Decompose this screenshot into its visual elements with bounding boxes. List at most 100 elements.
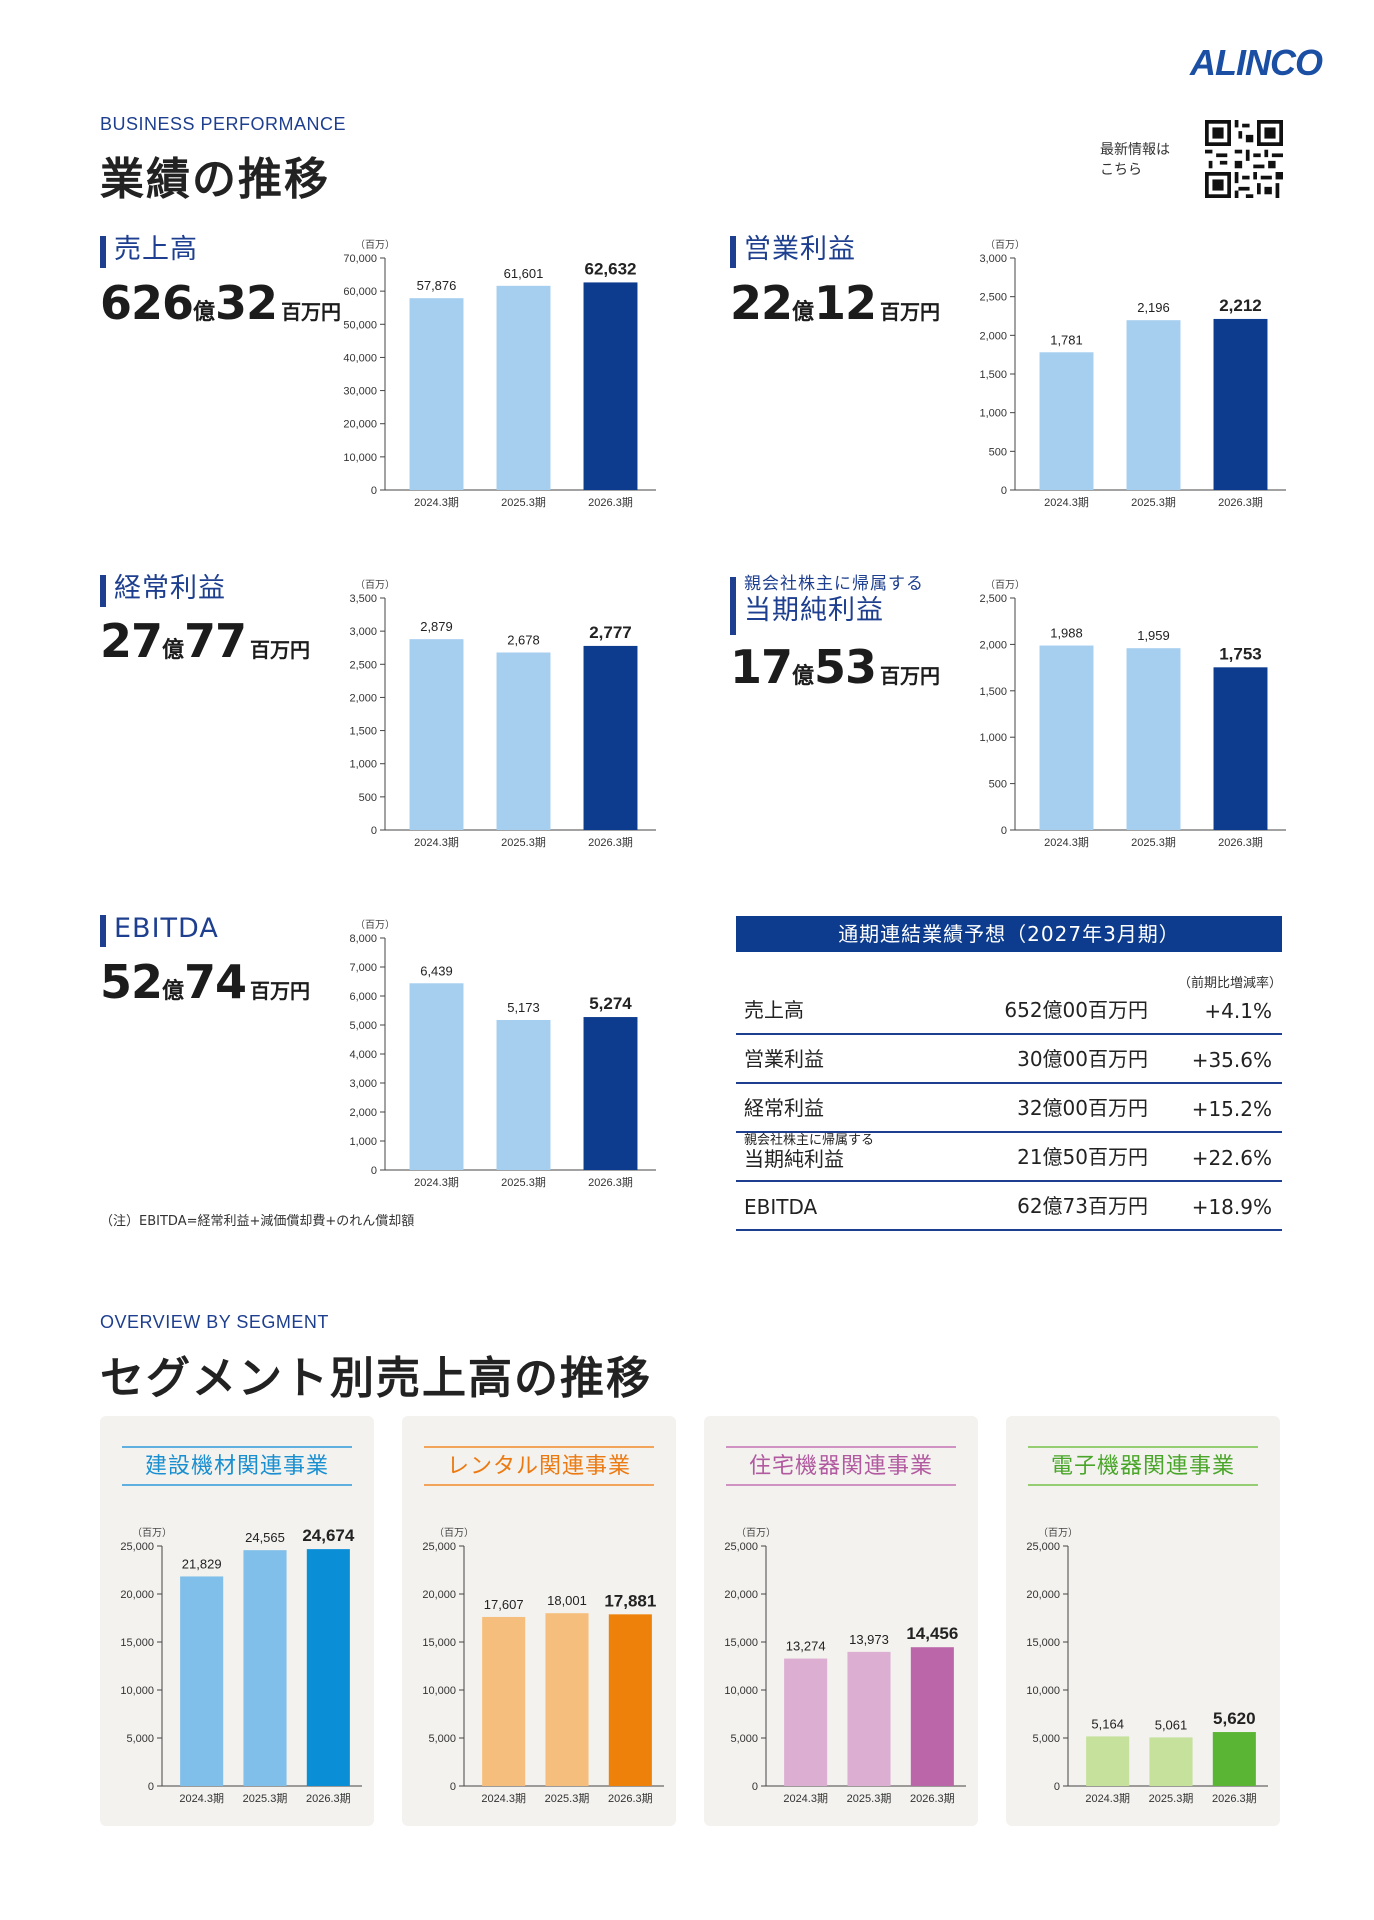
forecast-row: 親会社株主に帰属する 当期純利益 21億50百万円 +22.6%: [736, 1133, 1282, 1182]
x-category-label: 2026.3期: [910, 1792, 955, 1805]
segment-housing-bar-chart: （百万） 0 5,000 10,000 15,000 20,000 25,000 13,274…: [724, 1527, 966, 1805]
chart-unit-label: （百万）: [132, 1527, 172, 1539]
bar: [910, 1647, 954, 1786]
x-category-label: 2025.3期: [1131, 496, 1176, 509]
y-tick-label: 5,000: [730, 1733, 758, 1745]
bar: [1213, 667, 1268, 830]
bar-value-label: 24,674: [302, 1526, 355, 1545]
qr-code-icon[interactable]: [1205, 120, 1283, 198]
section-eyebrow: BUSINESS PERFORMANCE: [100, 114, 347, 134]
forecast-row-value: 62億73百万円: [1017, 1194, 1148, 1218]
y-tick-label: 3,000: [349, 1078, 377, 1090]
x-category-label: 2025.3期: [501, 496, 546, 509]
bar-value-label: 2,196: [1137, 300, 1170, 315]
bar-value-label: 2,777: [589, 623, 632, 642]
bar: [583, 282, 638, 490]
bar: [1213, 318, 1268, 490]
y-tick-label: 0: [371, 825, 377, 837]
y-tick-label: 20,000: [422, 1589, 456, 1601]
bar-value-label: 18,001: [547, 1593, 587, 1608]
y-tick-label: 3,000: [979, 253, 1007, 265]
bar: [409, 639, 464, 830]
bar: [545, 1613, 589, 1786]
bar: [1126, 320, 1181, 490]
x-category-label: 2025.3期: [501, 836, 546, 849]
y-tick-label: 500: [359, 792, 377, 804]
segment-card-electronics: 電子機器関連事業 （百万） 0 5,000 10,000 15,000 20,000 25,…: [1006, 1416, 1280, 1826]
kpi-label-operating-income: 営業利益: [730, 234, 856, 268]
bar: [243, 1550, 287, 1786]
bar-value-label: 5,620: [1213, 1709, 1256, 1728]
forecast-row-label: 親会社株主に帰属する 当期純利益: [744, 1134, 874, 1171]
y-tick-label: 500: [989, 779, 1007, 791]
x-category-label: 2024.3期: [414, 496, 459, 509]
kpi-value-ordinary-income: 27億77 百万円: [100, 614, 311, 668]
forecast-row: 売上高 652億00百万円 +4.1%: [736, 986, 1282, 1035]
y-tick-label: 8,000: [349, 933, 377, 945]
x-category-label: 2024.3期: [414, 836, 459, 849]
kpi-label-ebitda: EBITDA: [100, 913, 219, 947]
x-category-label: 2024.3期: [1085, 1792, 1130, 1805]
y-tick-label: 50,000: [343, 319, 377, 331]
kpi-value-operating-income: 22億12 百万円: [730, 276, 941, 330]
forecast-row: EBITDA 62億73百万円 +18.9%: [736, 1182, 1282, 1231]
y-tick-label: 25,000: [1026, 1541, 1060, 1553]
y-tick-label: 25,000: [724, 1541, 758, 1553]
operating-income-bar-chart: （百万） 0 500 1,000 1,500 2,000 2,500 3,000 1,781 20…: [979, 239, 1286, 509]
bar-value-label: 24,565: [245, 1530, 285, 1545]
forecast-row-change: +4.1%: [1204, 999, 1272, 1023]
bar-value-label: 2,879: [420, 619, 453, 634]
y-tick-label: 20,000: [343, 419, 377, 431]
y-tick-label: 10,000: [422, 1685, 456, 1697]
bar: [306, 1549, 350, 1786]
x-category-label: 2025.3期: [545, 1792, 590, 1805]
forecast-row-label: 売上高: [744, 998, 804, 1022]
y-tick-label: 2,500: [979, 593, 1007, 605]
forecast-row-value: 30億00百万円: [1017, 1047, 1148, 1071]
segment-title: セグメント別売上高の推移: [100, 1353, 652, 1404]
x-category-label: 2026.3期: [608, 1792, 653, 1805]
forecast-row-change: +35.6%: [1191, 1048, 1272, 1072]
bar: [1149, 1737, 1193, 1786]
x-category-label: 2024.3期: [783, 1792, 828, 1805]
y-tick-label: 70,000: [343, 253, 377, 265]
y-tick-label: 5,000: [1032, 1733, 1060, 1745]
chart-unit-label: （百万）: [434, 1527, 474, 1539]
y-tick-label: 0: [371, 1165, 377, 1177]
chart-unit-label: （百万）: [355, 919, 395, 931]
forecast-title: 通期連結業績予想（2027年3月期）: [736, 916, 1282, 952]
y-tick-label: 15,000: [724, 1637, 758, 1649]
y-tick-label: 15,000: [1026, 1637, 1060, 1649]
bar-value-label: 17,607: [484, 1597, 524, 1612]
y-tick-label: 40,000: [343, 352, 377, 364]
x-category-label: 2026.3期: [306, 1792, 351, 1805]
y-tick-label: 15,000: [422, 1637, 456, 1649]
y-tick-label: 5,000: [428, 1733, 456, 1745]
x-category-label: 2025.3期: [243, 1792, 288, 1805]
chart-unit-label: （百万）: [985, 239, 1025, 251]
y-tick-label: 1,000: [349, 759, 377, 771]
y-tick-label: 1,000: [979, 732, 1007, 744]
y-tick-label: 1,000: [979, 408, 1007, 420]
y-tick-label: 7,000: [349, 962, 377, 974]
kpi-value-ebitda: 52億74 百万円: [100, 955, 311, 1009]
bar-value-label: 5,061: [1155, 1717, 1188, 1732]
kpi-value-net-income: 17億53 百万円: [730, 640, 941, 694]
y-tick-label: 2,000: [979, 330, 1007, 342]
forecast-row-value: 652億00百万円: [1004, 998, 1148, 1022]
bar-value-label: 14,456: [906, 1624, 958, 1643]
y-tick-label: 2,500: [979, 292, 1007, 304]
chart-unit-label: （百万）: [736, 1527, 776, 1539]
bar: [608, 1614, 652, 1786]
bar-value-label: 5,164: [1091, 1716, 1124, 1731]
sales-bar-chart: （百万） 0 10,000 20,000 30,000 40,000 50,000 60,00…: [343, 239, 656, 509]
bar-value-label: 13,274: [786, 1639, 826, 1654]
bar: [784, 1658, 828, 1786]
y-tick-label: 500: [989, 446, 1007, 458]
bar: [409, 298, 464, 490]
chart-unit-label: （百万）: [355, 239, 395, 251]
x-category-label: 2026.3期: [1212, 1792, 1257, 1805]
qr-label: 最新情報は こちら: [1100, 142, 1170, 178]
y-tick-label: 3,500: [349, 593, 377, 605]
y-tick-label: 5,000: [126, 1733, 154, 1745]
